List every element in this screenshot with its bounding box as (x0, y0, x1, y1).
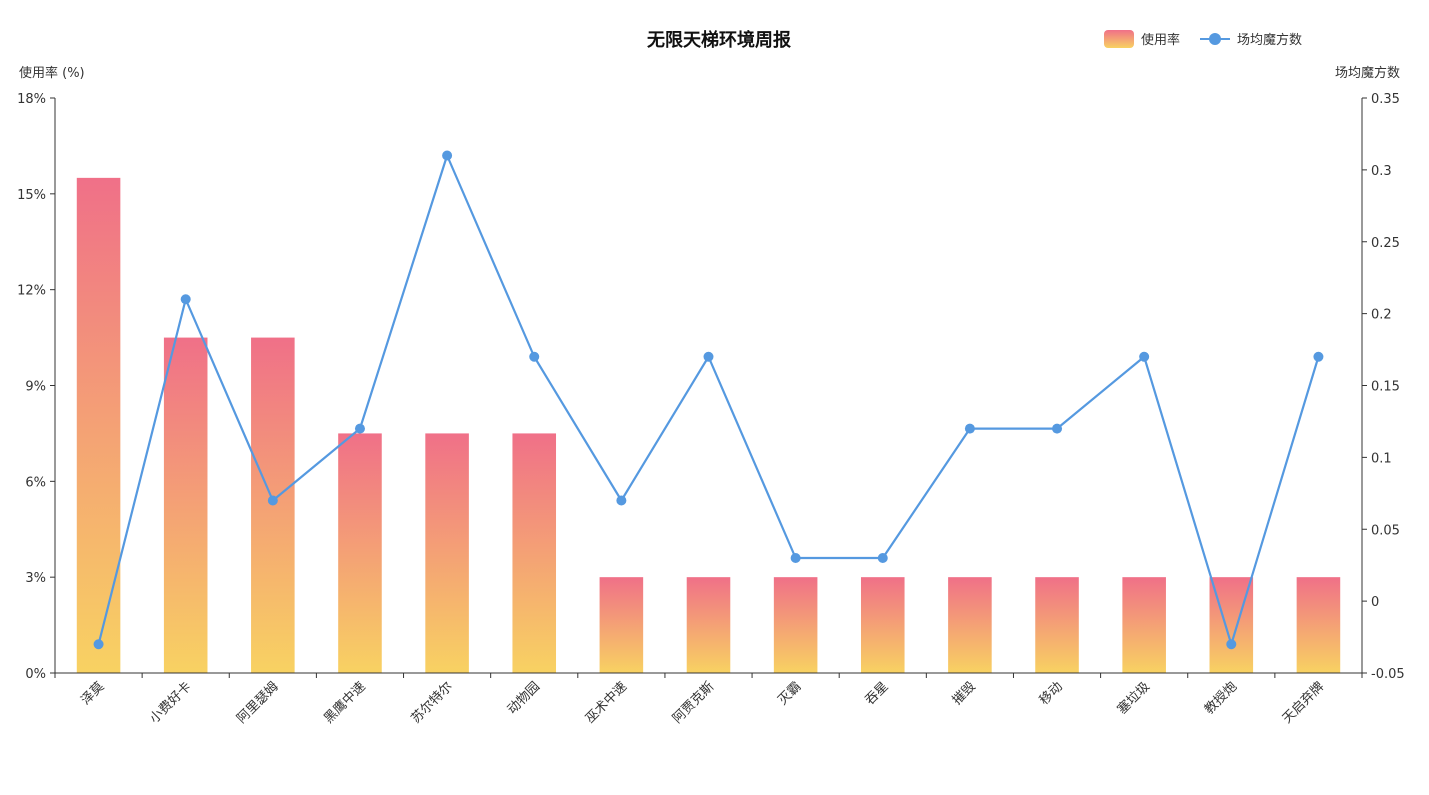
bar-14[interactable] (1296, 577, 1341, 673)
line-point-7[interactable] (703, 351, 714, 362)
legend[interactable]: 使用率 场均魔方数 (1104, 30, 1302, 48)
left-tick-label-0: 0% (25, 667, 46, 682)
line-point-9[interactable] (877, 553, 888, 563)
x-tick-label-5: 动物园 (505, 679, 543, 717)
right-axis-label: 场均魔方数 (1335, 65, 1400, 81)
line-point-5[interactable] (529, 351, 540, 362)
bar-5[interactable] (512, 433, 557, 673)
right-tick-label-4: 0.15 (1371, 380, 1400, 395)
line-point-14[interactable] (1313, 351, 1324, 362)
left-tick-label-1: 3% (25, 571, 46, 586)
bar-11[interactable] (1035, 577, 1079, 673)
left-axis-label: 使用率 (%) (19, 65, 85, 81)
x-tick-label-11: 移动 (1037, 679, 1066, 708)
x-tick-label-14: 天启弃牌 (1279, 679, 1327, 727)
left-tick-label-4: 12% (17, 284, 46, 299)
line-point-12[interactable] (1139, 351, 1150, 362)
x-tick-label-7: 阿贾克斯 (670, 679, 717, 726)
x-tick-label-12: 塞垃圾 (1114, 679, 1153, 718)
line-point-8[interactable] (790, 553, 801, 563)
bar-6[interactable] (599, 577, 644, 673)
line-point-1[interactable] (180, 294, 191, 305)
bar-10[interactable] (948, 577, 992, 673)
right-tick-label-3: 0.1 (1371, 451, 1392, 466)
line-point-0[interactable] (93, 639, 104, 650)
bar-12[interactable] (1122, 577, 1166, 673)
bar-4[interactable] (425, 433, 469, 673)
right-tick-label-1: 0 (1371, 595, 1379, 610)
x-tick-label-9: 吞星 (863, 679, 892, 708)
x-tick-label-1: 小费好卡 (147, 679, 194, 726)
line-point-3[interactable] (354, 423, 365, 434)
left-tick-label-3: 9% (25, 380, 46, 395)
x-tick-label-6: 巫术中速 (583, 679, 630, 726)
chart-title: 无限天梯环境周报 (647, 29, 791, 51)
line-point-6[interactable] (616, 495, 627, 506)
line-point-10[interactable] (964, 423, 975, 434)
right-tick-label-6: 0.25 (1371, 236, 1400, 251)
x-tick-label-0: 泽莫 (78, 679, 107, 708)
bar-9[interactable] (860, 577, 905, 673)
legend-label-usage: 使用率 (1141, 32, 1180, 48)
right-tick-label-5: 0.2 (1371, 308, 1392, 323)
legend-marker-cubes (1209, 33, 1221, 45)
left-tick-label-5: 15% (17, 188, 46, 203)
legend-label-cubes: 场均魔方数 (1237, 32, 1302, 48)
right-tick-label-7: 0.3 (1371, 164, 1392, 179)
right-tick-label-2: 0.05 (1371, 523, 1400, 538)
x-tick-label-4: 苏尔特尔 (408, 679, 456, 727)
x-tick-label-13: 教授炮 (1201, 679, 1240, 718)
bar-3[interactable] (338, 433, 382, 673)
right-tick-label-8: 0.35 (1371, 92, 1400, 107)
line-point-13[interactable] (1226, 639, 1237, 650)
bar-7[interactable] (686, 577, 731, 673)
line-point-2[interactable] (267, 495, 278, 506)
x-tick-label-2: 阿里瑟姆 (234, 679, 281, 726)
bar-0[interactable] (76, 177, 121, 673)
bar-1[interactable] (163, 337, 208, 673)
line-point-11[interactable] (1052, 423, 1063, 434)
left-tick-label-6: 18% (17, 92, 46, 107)
x-tick-label-10: 摧毁 (950, 679, 979, 708)
bar-8[interactable] (773, 577, 818, 673)
left-tick-label-2: 6% (25, 475, 46, 490)
plot-area: 0% 3% 6% 9% 12% 15% 18% -0.05 0 0.05 0.1 0.15 0.2 0.2… (17, 92, 1405, 727)
right-tick-label-0: -0.05 (1371, 667, 1405, 682)
x-tick-label-3: 黑鹰中速 (321, 679, 369, 727)
x-tick-label-8: 灭霸 (775, 679, 804, 708)
legend-item-usage[interactable]: 使用率 (1104, 30, 1180, 48)
legend-item-cubes[interactable]: 场均魔方数 (1200, 32, 1302, 48)
legend-swatch-usage (1104, 30, 1134, 48)
line-point-4[interactable] (442, 150, 453, 161)
